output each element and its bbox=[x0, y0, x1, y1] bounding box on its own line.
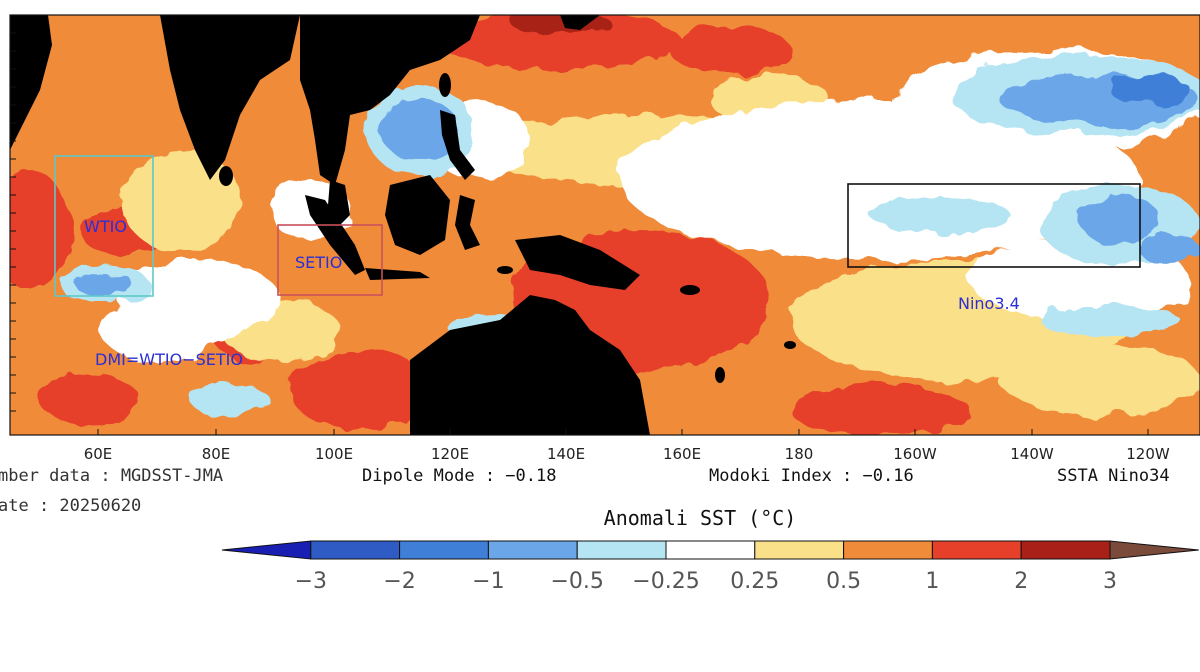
colorbar-label: −0.5 bbox=[550, 569, 603, 594]
warm-patch bbox=[670, 25, 790, 75]
warm-patch bbox=[40, 375, 140, 425]
longitude-tick-label: 140E bbox=[547, 445, 585, 463]
colorbar-label: 1 bbox=[925, 569, 939, 594]
colorbar-swatch bbox=[576, 540, 667, 560]
colorbar-arrow-low bbox=[221, 540, 312, 560]
date-text: ate : 20250620 bbox=[0, 496, 142, 516]
longitude-tick-label: 180 bbox=[785, 445, 814, 463]
longitude-tick-label: 80E bbox=[202, 445, 231, 463]
map-frame bbox=[9, 14, 1200, 436]
setio-box bbox=[277, 224, 383, 296]
colorbar-title: Anomali SST (°C) bbox=[603, 506, 797, 530]
wtio-label: WTIO bbox=[84, 217, 127, 236]
warm-patch bbox=[290, 350, 430, 430]
longitude-tick-label: 100E bbox=[315, 445, 353, 463]
warm-patch bbox=[440, 15, 680, 70]
longitude-tick-label: 160W bbox=[893, 445, 937, 463]
mild-band bbox=[1000, 345, 1200, 415]
ssta-nino-text: SSTA Nino34 bbox=[1057, 466, 1170, 486]
colorbar-label: −3 bbox=[295, 569, 327, 594]
longitude-tick-label: 120W bbox=[1126, 445, 1170, 463]
colorbar-label: −0.25 bbox=[632, 569, 699, 594]
cool-patch bbox=[870, 197, 1010, 233]
nino34-box bbox=[847, 183, 1141, 268]
cold-patch bbox=[75, 275, 135, 295]
member-data-text: mber data : MGDSST-JMA bbox=[0, 466, 224, 486]
mild-band bbox=[120, 150, 240, 250]
colorbar-label: 0.25 bbox=[730, 569, 779, 594]
wtio-box bbox=[54, 155, 154, 297]
latitude-ticks bbox=[10, 32, 16, 412]
dmi-formula: DMI=WTIO−SETIO bbox=[95, 350, 243, 369]
cool-patch bbox=[190, 385, 270, 415]
colorbar-swatch bbox=[754, 540, 845, 560]
dipole-mode-text: Dipole Mode : −0.18 bbox=[362, 466, 557, 486]
longitude-tick-label: 140W bbox=[1010, 445, 1054, 463]
colorbar-swatch bbox=[931, 540, 1022, 560]
colorbar-swatch bbox=[487, 540, 578, 560]
longitude-tick-label: 60E bbox=[84, 445, 113, 463]
cold-patch bbox=[1080, 195, 1160, 245]
colorbar-label: 3 bbox=[1103, 569, 1117, 594]
setio-label: SETIO bbox=[295, 253, 342, 272]
longitude-tick-label: 160E bbox=[663, 445, 701, 463]
cold-patch bbox=[380, 100, 460, 160]
cold-patch bbox=[1110, 75, 1190, 105]
colorbar-swatch bbox=[310, 540, 401, 560]
warm-patch bbox=[790, 385, 970, 435]
cold-patch bbox=[1140, 235, 1200, 265]
cool-patch bbox=[1040, 305, 1180, 335]
colorbar-arrow-high bbox=[1109, 540, 1199, 560]
colorbar-swatch bbox=[399, 540, 489, 560]
longitude-tick-label: 120E bbox=[431, 445, 469, 463]
colorbar-label: −1 bbox=[472, 569, 504, 594]
hot-patch bbox=[510, 15, 610, 34]
colorbar-label: −2 bbox=[383, 569, 415, 594]
colorbar: −3 −2 −1 −0.5 −0.25 0.25 0.5 1 2 3 bbox=[221, 540, 1199, 594]
modoki-index-text: Modoki Index : −0.16 bbox=[709, 466, 914, 486]
longitude-axis: 60E 80E 100E 120E 140E 160E 180 160W 140W 120W bbox=[84, 429, 1170, 463]
colorbar-swatch bbox=[1020, 540, 1111, 560]
colorbar-label: 2 bbox=[1014, 569, 1028, 594]
colorbar-swatch bbox=[665, 540, 756, 560]
colorbar-swatch bbox=[843, 540, 933, 560]
nino34-label: Nino3.4 bbox=[958, 294, 1020, 313]
land-masses bbox=[10, 15, 796, 435]
neutral-zone bbox=[100, 300, 220, 360]
colorbar-label: 0.5 bbox=[826, 569, 861, 594]
